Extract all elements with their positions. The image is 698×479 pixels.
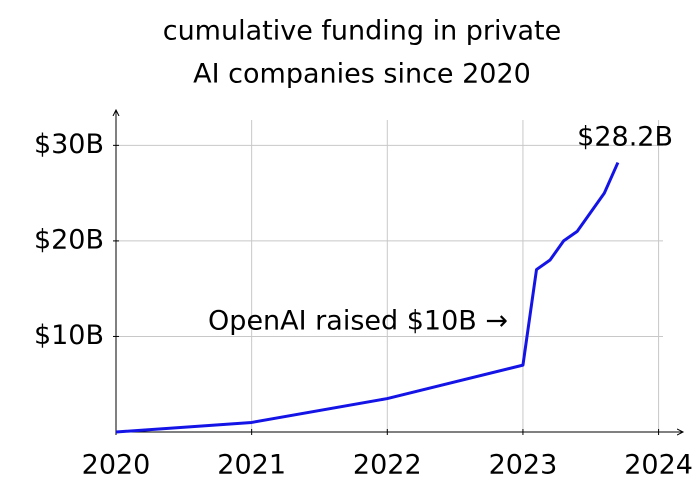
annotation: $28.2B [577,122,673,153]
chart-title-line: cumulative funding in private [163,16,562,47]
y-tick-label: $30B [34,129,104,160]
chart-title-line: AI companies since 2020 [193,59,531,90]
y-tick-label: $10B [34,320,104,351]
data-line [115,161,620,434]
x-tick-label: 2021 [217,450,286,479]
x-tick-label: 2022 [353,450,422,479]
x-tick-label: 2024 [624,450,693,479]
annotation: OpenAI raised $10B → [208,306,508,337]
x-tick-label: 2020 [82,450,151,479]
x-tick-label: 2023 [489,450,558,479]
y-tick-label: $20B [34,224,104,255]
